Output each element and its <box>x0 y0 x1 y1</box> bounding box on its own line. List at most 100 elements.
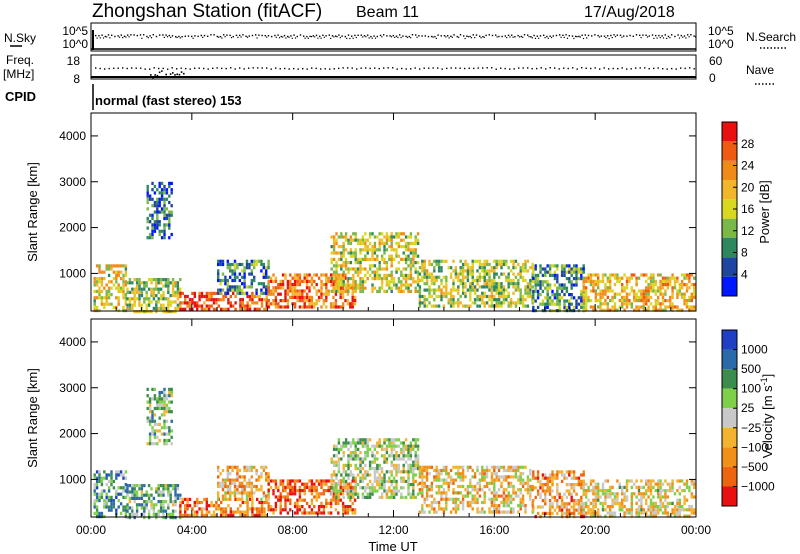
echo-cell <box>635 485 638 489</box>
echo-cell <box>339 295 342 299</box>
noise-dot <box>443 35 446 37</box>
echo-cell <box>517 288 520 292</box>
echo-cell <box>556 299 559 303</box>
echo-cell <box>404 257 408 261</box>
echo-cell <box>313 505 316 509</box>
echo-cell <box>560 502 564 506</box>
echo-cell <box>205 504 208 508</box>
echo-cell <box>105 483 108 487</box>
echo-cell <box>640 479 643 483</box>
echo-cell <box>337 305 340 309</box>
noise-dot <box>456 35 458 38</box>
echo-cell <box>155 300 158 304</box>
echo-cell <box>421 275 424 279</box>
echo-cell <box>303 289 306 293</box>
echo-cell <box>138 487 141 491</box>
echo-cell <box>229 275 232 279</box>
echo-cell <box>171 512 175 516</box>
echo-cell <box>483 478 486 482</box>
echo-cell <box>315 511 318 515</box>
noise-dot <box>582 37 585 40</box>
echo-cell <box>373 489 377 493</box>
noise-dot <box>533 34 535 37</box>
echo-cell <box>168 387 171 391</box>
echo-cell <box>409 467 413 471</box>
echo-cell <box>93 511 96 515</box>
echo-cell <box>269 279 273 283</box>
echo-cell <box>196 307 199 311</box>
echo-cell <box>459 278 462 283</box>
echo-cell <box>649 273 653 277</box>
echo-cell <box>359 463 362 467</box>
echo-cell <box>313 273 316 277</box>
echo-cell <box>140 484 144 488</box>
echo-cell <box>93 305 96 309</box>
echo-cell <box>260 504 264 508</box>
echo-cell <box>344 463 348 467</box>
noise-dot <box>230 37 233 39</box>
echo-cell <box>385 248 389 252</box>
echo-cell <box>570 302 573 306</box>
echo-cell <box>371 486 374 490</box>
echo-cell <box>392 277 396 281</box>
echo-cell <box>502 468 506 473</box>
echo-cell <box>423 481 426 485</box>
noise-dot <box>539 35 542 37</box>
noise-dot <box>245 35 247 37</box>
echo-cell <box>633 292 636 296</box>
echo-cell <box>155 287 158 291</box>
echo-cell <box>385 479 389 483</box>
echo-cell <box>693 276 696 280</box>
echo-cell <box>156 216 159 221</box>
echo-cell <box>95 470 99 474</box>
echo-cell <box>236 510 240 514</box>
echo-cell <box>423 272 426 276</box>
echo-cell <box>461 507 465 511</box>
echo-cell <box>164 509 168 513</box>
echo-cell <box>250 491 253 495</box>
echo-cell <box>509 500 513 505</box>
echo-cell <box>361 257 365 261</box>
echo-cell <box>260 301 264 305</box>
echo-cell <box>461 272 465 276</box>
nave-dot <box>169 73 172 75</box>
echo-cell <box>241 304 244 308</box>
echo-cell <box>423 497 426 501</box>
echo-cell <box>585 482 588 486</box>
echo-cell <box>556 277 559 281</box>
echo-cell <box>339 305 342 309</box>
echo-cell <box>388 245 391 249</box>
noise-dot <box>328 34 330 36</box>
echo-cell <box>469 282 472 286</box>
echo-cell <box>625 283 629 287</box>
noise-dot <box>584 34 586 36</box>
echo-cell <box>657 302 660 306</box>
echo-cell <box>308 299 311 303</box>
echo-cell <box>327 276 330 280</box>
echo-cell <box>359 486 362 490</box>
echo-cell <box>112 270 116 274</box>
power-colorbar-tick-label: 8 <box>741 246 748 260</box>
echo-cell <box>368 438 372 442</box>
echo-cell <box>553 499 557 503</box>
echo-cell <box>635 501 638 505</box>
y-tick-label: 4000 <box>59 129 86 143</box>
echo-cell <box>407 457 410 461</box>
echo-cell <box>425 488 429 492</box>
echo-cell <box>688 295 691 299</box>
echo-cell <box>601 482 605 486</box>
echo-cell <box>493 272 496 276</box>
echo-cell <box>340 473 343 477</box>
echo-cell <box>383 235 386 239</box>
echo-cell <box>500 301 503 305</box>
frequency-dot <box>459 67 461 69</box>
echo-cell <box>150 503 153 507</box>
echo-cell <box>359 277 362 281</box>
echo-cell <box>212 291 216 295</box>
noise-dot <box>275 36 277 38</box>
echo-cell <box>469 481 472 485</box>
echo-cell <box>425 478 429 482</box>
echo-cell <box>193 504 196 508</box>
echo-cell <box>461 288 465 292</box>
echo-cell <box>469 272 472 276</box>
